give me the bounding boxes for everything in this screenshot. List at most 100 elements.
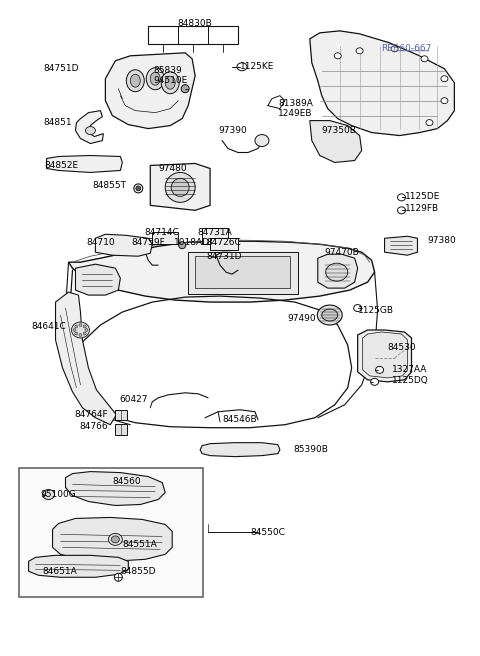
Ellipse shape <box>317 305 342 325</box>
Ellipse shape <box>371 379 379 385</box>
Ellipse shape <box>83 325 86 328</box>
Text: 97390: 97390 <box>218 126 247 135</box>
Ellipse shape <box>130 74 140 87</box>
Polygon shape <box>358 330 411 382</box>
Text: 84641C: 84641C <box>32 321 67 331</box>
Text: 1018AD: 1018AD <box>174 238 210 247</box>
Text: 84550C: 84550C <box>250 528 285 537</box>
Polygon shape <box>56 292 116 424</box>
Text: 84751D: 84751D <box>43 64 78 73</box>
Text: 84851: 84851 <box>44 118 72 127</box>
Ellipse shape <box>397 207 406 214</box>
Bar <box>115 410 127 420</box>
Ellipse shape <box>179 242 186 249</box>
Ellipse shape <box>73 329 76 331</box>
Polygon shape <box>47 155 122 173</box>
Text: 84560: 84560 <box>112 477 141 486</box>
Text: 84852E: 84852E <box>45 161 79 170</box>
Ellipse shape <box>397 194 406 201</box>
Polygon shape <box>210 238 238 250</box>
Polygon shape <box>384 236 418 255</box>
Text: 84651A: 84651A <box>43 567 77 576</box>
Ellipse shape <box>441 75 448 82</box>
Bar <box>115 424 127 435</box>
Ellipse shape <box>161 72 179 94</box>
Text: 95100G: 95100G <box>41 490 76 499</box>
Ellipse shape <box>79 333 82 337</box>
Text: 84714C: 84714C <box>145 228 180 237</box>
Ellipse shape <box>356 48 363 54</box>
Bar <box>148 26 238 44</box>
Text: 84530: 84530 <box>387 344 416 352</box>
Text: 85390B: 85390B <box>294 445 329 454</box>
Ellipse shape <box>75 325 78 328</box>
Text: 84830B: 84830B <box>178 19 213 28</box>
Text: 84855T: 84855T <box>93 181 126 190</box>
Bar <box>188 252 298 294</box>
Ellipse shape <box>322 309 338 321</box>
Text: 84731A: 84731A <box>198 228 232 237</box>
Text: 97470B: 97470B <box>325 248 360 256</box>
Text: 84759F: 84759F <box>132 238 165 247</box>
Text: 84764F: 84764F <box>75 410 108 419</box>
Ellipse shape <box>114 573 122 581</box>
Ellipse shape <box>146 68 164 90</box>
Ellipse shape <box>150 72 160 85</box>
Bar <box>19 468 203 597</box>
Polygon shape <box>69 241 374 302</box>
Text: 81389A: 81389A <box>278 99 313 108</box>
Text: 1125GB: 1125GB <box>358 306 394 315</box>
Text: 1125DE: 1125DE <box>405 192 440 201</box>
Text: 85839: 85839 <box>154 66 182 75</box>
Text: 97350B: 97350B <box>322 126 357 135</box>
Text: 84766: 84766 <box>80 422 108 431</box>
Text: 84546B: 84546B <box>222 415 257 424</box>
Polygon shape <box>106 52 195 129</box>
Text: 84710: 84710 <box>86 238 115 247</box>
Ellipse shape <box>354 304 361 312</box>
Text: 97480: 97480 <box>158 164 187 173</box>
Polygon shape <box>200 443 280 457</box>
Ellipse shape <box>255 134 269 146</box>
Ellipse shape <box>136 186 141 191</box>
Ellipse shape <box>111 536 120 543</box>
Ellipse shape <box>134 184 143 193</box>
Polygon shape <box>363 332 408 378</box>
Ellipse shape <box>426 119 433 125</box>
Ellipse shape <box>72 322 89 338</box>
Ellipse shape <box>391 46 398 52</box>
Ellipse shape <box>85 329 88 331</box>
Ellipse shape <box>441 98 448 104</box>
Ellipse shape <box>237 63 247 71</box>
Ellipse shape <box>108 533 122 545</box>
Text: 97380: 97380 <box>428 236 456 245</box>
Polygon shape <box>318 255 358 288</box>
Text: 84726C: 84726C <box>207 238 241 247</box>
Text: 1129FB: 1129FB <box>405 204 439 213</box>
Text: 94510E: 94510E <box>153 75 187 85</box>
Ellipse shape <box>165 173 195 202</box>
Polygon shape <box>75 264 120 295</box>
Ellipse shape <box>79 323 82 327</box>
Polygon shape <box>202 228 228 244</box>
Text: 1125DQ: 1125DQ <box>392 377 428 385</box>
Text: REF.60-667: REF.60-667 <box>381 45 432 53</box>
Polygon shape <box>150 163 210 211</box>
Text: 84551A: 84551A <box>122 540 157 549</box>
Polygon shape <box>310 31 455 136</box>
Text: 1125KE: 1125KE <box>240 62 275 72</box>
Ellipse shape <box>85 127 96 134</box>
Text: 84731D: 84731D <box>206 252 242 261</box>
Ellipse shape <box>165 76 175 89</box>
Ellipse shape <box>326 263 348 281</box>
Ellipse shape <box>421 56 428 62</box>
Polygon shape <box>75 111 103 144</box>
Text: 60427: 60427 <box>120 396 148 404</box>
Polygon shape <box>310 121 361 163</box>
Polygon shape <box>96 234 152 256</box>
Ellipse shape <box>126 70 144 92</box>
Text: 84855D: 84855D <box>120 567 156 576</box>
Polygon shape <box>65 472 165 506</box>
Ellipse shape <box>376 367 384 373</box>
Ellipse shape <box>83 332 86 335</box>
